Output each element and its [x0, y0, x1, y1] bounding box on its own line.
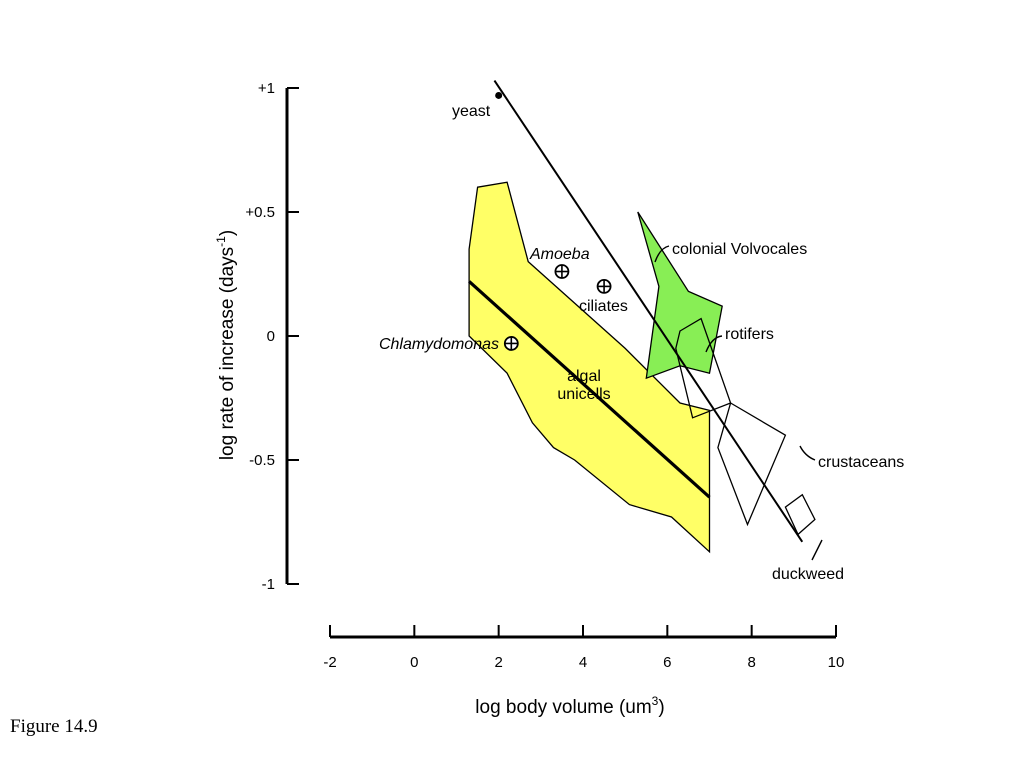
label-chlamydomonas: Chlamydomonas — [379, 336, 499, 353]
line-algal-regression — [468, 280, 711, 499]
label-amoeba: Amoeba — [529, 246, 590, 263]
leader-rotifers — [705, 335, 723, 353]
leader-colonial-volvocales — [654, 245, 670, 263]
label-yeast: yeast — [452, 103, 491, 120]
points-layer — [495, 91, 612, 351]
x-tick-label: 4 — [579, 654, 587, 671]
label-duckweed: duckweed — [772, 566, 844, 583]
y-tick-label: -1 — [262, 576, 275, 593]
line-overall-trend — [493, 80, 804, 543]
y-axis-title: log rate of increase (days-1) — [214, 230, 238, 460]
y-tick-label: +0.5 — [245, 204, 275, 221]
x-tick-label: 2 — [494, 654, 502, 671]
point-ciliates — [596, 278, 612, 294]
y-ticks: +1 +0.5 0 -0.5 -1 — [245, 80, 299, 593]
region-colonial-volvocales — [637, 211, 723, 380]
point-yeast — [495, 91, 503, 99]
labels-layer: yeast Amoeba ciliates Chlamydomonas algaluni… — [379, 103, 904, 583]
x-tick-label: -2 — [323, 654, 336, 671]
regions-layer — [468, 181, 816, 554]
y-tick-label: 0 — [267, 328, 275, 345]
leader-duckweed — [811, 539, 823, 561]
region-rotifers — [675, 317, 732, 419]
x-tick-label: 10 — [828, 654, 845, 671]
point-amoeba — [554, 264, 570, 279]
lines-layer — [468, 80, 804, 543]
region-duckweed — [784, 493, 816, 536]
label-algal-unicells-line: algal — [567, 368, 601, 385]
y-tick-label: -0.5 — [249, 452, 275, 469]
figure-caption: Figure 14.9 — [10, 716, 98, 737]
leader-crustaceans — [799, 445, 816, 461]
label-algal-unicells-line: unicells — [557, 386, 610, 403]
label-ciliates: ciliates — [579, 298, 628, 315]
x-axis-title: log body volume (um3) — [475, 694, 664, 718]
x-tick-label: 0 — [410, 654, 418, 671]
x-tick-label: 8 — [747, 654, 755, 671]
y-tick-label: +1 — [258, 80, 275, 97]
x-ticks: -2 0 2 4 6 8 10 — [323, 625, 844, 671]
label-crustaceans: crustaceans — [818, 454, 904, 471]
label-rotifers: rotifers — [725, 326, 774, 343]
region-algal-unicells — [468, 181, 711, 554]
point-chlamydomonas — [503, 336, 519, 351]
x-tick-label: 6 — [663, 654, 671, 671]
region-crustaceans — [717, 402, 787, 527]
label-colonial-volvocales: colonial Volvocales — [672, 241, 807, 258]
